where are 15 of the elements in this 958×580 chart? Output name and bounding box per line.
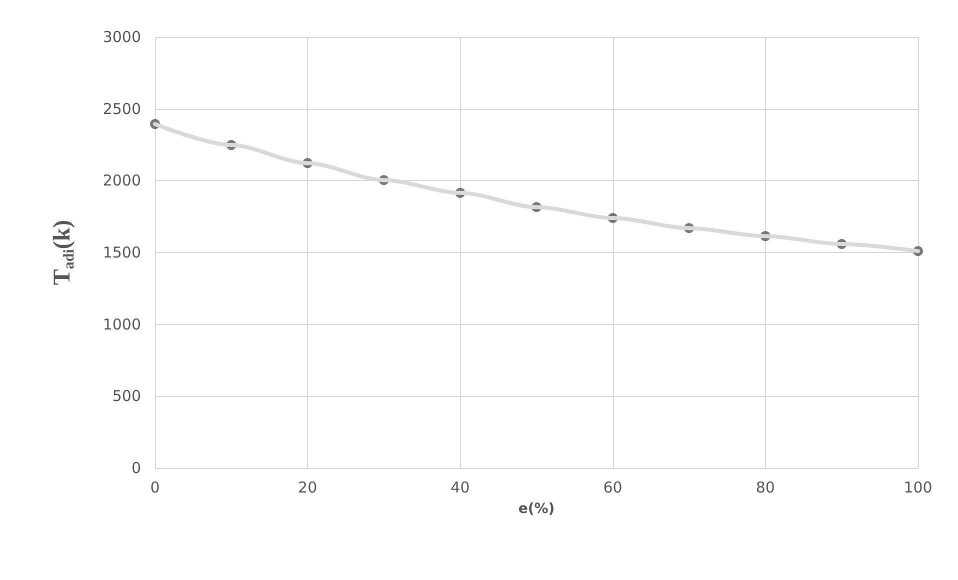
- x-tick-label: 60: [603, 478, 622, 496]
- x-tick-label: 100: [904, 478, 932, 496]
- y-tick-label: 0: [131, 459, 141, 477]
- y-tick-label: 1500: [102, 244, 141, 262]
- y-tick-label: 3000: [102, 28, 141, 46]
- x-tick-label: 20: [298, 478, 318, 496]
- x-tick-label: 40: [450, 478, 470, 496]
- y-tick-label: 2000: [102, 172, 141, 190]
- y-tick-label: 1000: [102, 315, 141, 334]
- y-tick-label: 2500: [102, 100, 141, 118]
- x-tick-label: 0: [150, 478, 160, 496]
- y-axis-title: Tadi(k): [50, 220, 78, 286]
- x-tick-label: 80: [756, 478, 775, 496]
- x-axis-title: e(%): [518, 501, 555, 517]
- y-tick-label: 500: [112, 387, 141, 406]
